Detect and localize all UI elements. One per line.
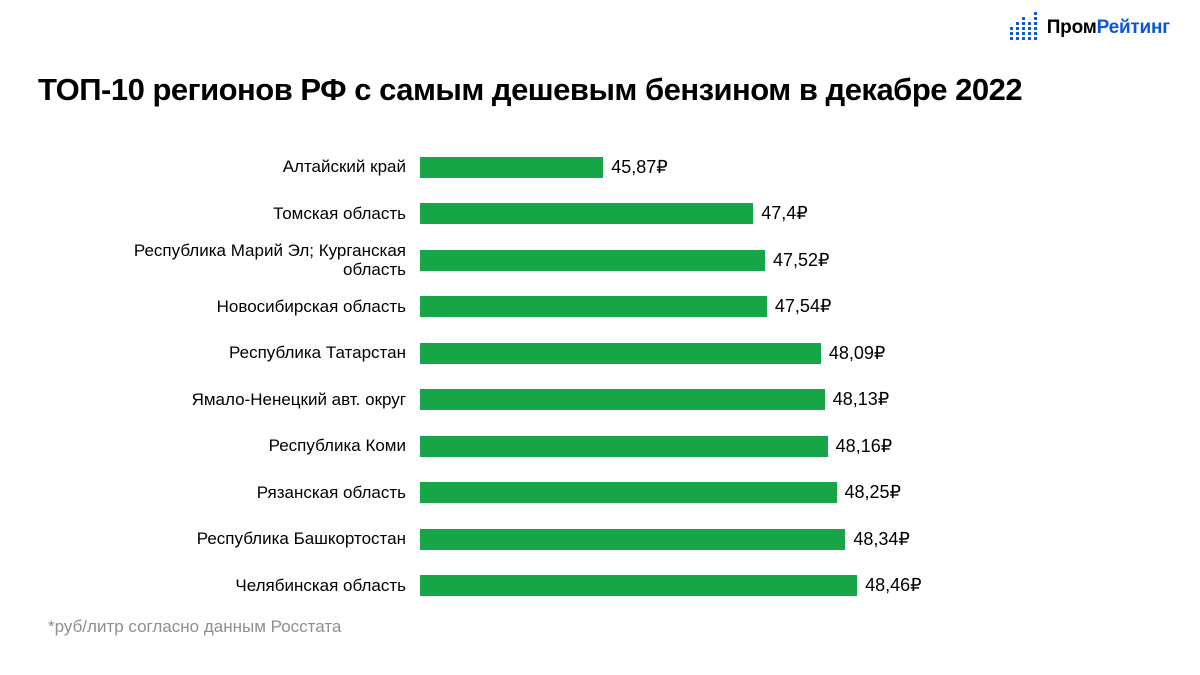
bar [420,296,767,317]
bar [420,482,837,503]
logo-word2: Рейтинг [1097,17,1170,38]
bar-area: 47,4₽ [420,203,1140,224]
chart-row: Республика Башкортостан 48,34₽ [110,516,1140,563]
bar [420,343,821,364]
bar-value: 48,46₽ [865,575,922,596]
bar-area: 47,52₽ [420,250,1140,271]
bar-label: Рязанская область [110,483,420,503]
footnote: *руб/литр согласно данным Росстата [48,617,341,637]
bar [420,389,825,410]
bar-label: Новосибирская область [110,297,420,317]
bar-value: 48,09₽ [829,343,886,364]
bar-label: Республика Татарстан [110,343,420,363]
bar-chart: Алтайский край 45,87₽ Томская область 47,4₽… [110,144,1140,595]
bar-area: 48,09₽ [420,343,1140,364]
chart-row: Республика Татарстан 48,09₽ [110,330,1140,377]
bar-label: Томская область [110,204,420,224]
bar [420,529,845,550]
chart-row: Ямало-Ненецкий авт. округ 48,13₽ [110,377,1140,424]
bar [420,203,753,224]
bar-label: Ямало-Ненецкий авт. округ [110,390,420,410]
bar-value: 47,52₽ [773,250,830,271]
bar [420,250,765,271]
bar-value: 48,25₽ [845,482,902,503]
page-title: ТОП-10 регионов РФ с самым дешевым бензи… [38,72,1162,108]
bar-area: 45,87₽ [420,157,1140,178]
chart-row: Челябинская область 48,46₽ [110,563,1140,610]
chart-row: Алтайский край 45,87₽ [110,144,1140,191]
bar-area: 48,46₽ [420,575,1140,596]
bar-area: 48,25₽ [420,482,1140,503]
bar [420,575,857,596]
bar-value: 48,16₽ [836,436,893,457]
bar-area: 48,34₽ [420,529,1140,550]
logo-text: ПромРейтинг [1047,17,1170,39]
chart-row: Томская область 47,4₽ [110,191,1140,238]
bar-area: 48,13₽ [420,389,1140,410]
bar-label: Челябинская область [110,576,420,596]
chart-row: Республика Коми 48,16₽ [110,423,1140,470]
bar [420,436,828,457]
bar [420,157,603,178]
logo-bars-icon [1010,16,1037,40]
logo-word1: Пром [1047,17,1097,38]
bar-value: 48,34₽ [853,529,910,550]
bar-label: Республика Марий Эл; Курганская область [110,241,420,280]
bar-label: Республика Башкортостан [110,529,420,549]
bar-area: 48,16₽ [420,436,1140,457]
bar-value: 47,4₽ [761,203,808,224]
bar-area: 47,54₽ [420,296,1140,317]
chart-row: Новосибирская область 47,54₽ [110,284,1140,331]
chart-row: Республика Марий Эл; Курганская область 4… [110,237,1140,284]
bar-value: 47,54₽ [775,296,832,317]
bar-label: Республика Коми [110,436,420,456]
bar-label: Алтайский край [110,157,420,177]
bar-value: 48,13₽ [833,389,890,410]
bar-value: 45,87₽ [611,157,668,178]
logo: ПромРейтинг [1010,16,1170,40]
chart-row: Рязанская область 48,25₽ [110,470,1140,517]
